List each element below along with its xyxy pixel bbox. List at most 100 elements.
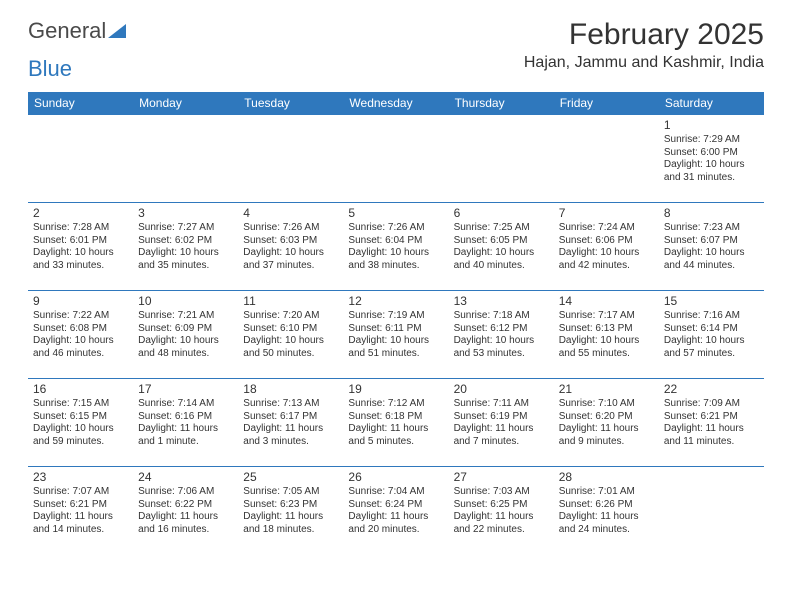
sunset-line: Sunset: 6:11 PM	[348, 323, 443, 336]
daylight-line: Daylight: 10 hours and 40 minutes.	[454, 247, 549, 272]
sunrise-line: Sunrise: 7:22 AM	[33, 310, 128, 323]
sunrise-line: Sunrise: 7:18 AM	[454, 310, 549, 323]
calendar-cell	[554, 115, 659, 203]
calendar-cell: 21Sunrise: 7:10 AMSunset: 6:20 PMDayligh…	[554, 379, 659, 467]
daylight-line: Daylight: 11 hours and 24 minutes.	[559, 511, 654, 536]
daylight-line: Daylight: 11 hours and 9 minutes.	[559, 423, 654, 448]
day-header: Wednesday	[343, 92, 448, 115]
day-header: Friday	[554, 92, 659, 115]
daylight-line: Daylight: 10 hours and 55 minutes.	[559, 335, 654, 360]
calendar-cell: 11Sunrise: 7:20 AMSunset: 6:10 PMDayligh…	[238, 291, 343, 379]
sunset-line: Sunset: 6:00 PM	[664, 147, 759, 160]
day-number: 1	[664, 118, 759, 133]
calendar-cell: 22Sunrise: 7:09 AMSunset: 6:21 PMDayligh…	[659, 379, 764, 467]
day-number: 12	[348, 294, 443, 309]
daylight-line: Daylight: 11 hours and 18 minutes.	[243, 511, 338, 536]
sunset-line: Sunset: 6:06 PM	[559, 235, 654, 248]
day-number: 16	[33, 382, 128, 397]
sunrise-line: Sunrise: 7:16 AM	[664, 310, 759, 323]
calendar-cell: 20Sunrise: 7:11 AMSunset: 6:19 PMDayligh…	[449, 379, 554, 467]
day-number: 8	[664, 206, 759, 221]
sunrise-line: Sunrise: 7:01 AM	[559, 486, 654, 499]
sunset-line: Sunset: 6:17 PM	[243, 411, 338, 424]
calendar-cell	[449, 115, 554, 203]
day-header: Sunday	[28, 92, 133, 115]
calendar-cell	[133, 115, 238, 203]
daylight-line: Daylight: 11 hours and 11 minutes.	[664, 423, 759, 448]
calendar-cell: 23Sunrise: 7:07 AMSunset: 6:21 PMDayligh…	[28, 467, 133, 555]
calendar-cell: 25Sunrise: 7:05 AMSunset: 6:23 PMDayligh…	[238, 467, 343, 555]
sunset-line: Sunset: 6:12 PM	[454, 323, 549, 336]
calendar-week-row: 16Sunrise: 7:15 AMSunset: 6:15 PMDayligh…	[28, 379, 764, 467]
sunrise-line: Sunrise: 7:17 AM	[559, 310, 654, 323]
calendar-cell: 18Sunrise: 7:13 AMSunset: 6:17 PMDayligh…	[238, 379, 343, 467]
calendar-cell: 15Sunrise: 7:16 AMSunset: 6:14 PMDayligh…	[659, 291, 764, 379]
calendar-cell	[659, 467, 764, 555]
sunset-line: Sunset: 6:21 PM	[664, 411, 759, 424]
title-block: February 2025 Hajan, Jammu and Kashmir, …	[524, 18, 764, 72]
location: Hajan, Jammu and Kashmir, India	[524, 54, 764, 72]
day-number: 26	[348, 470, 443, 485]
daylight-line: Daylight: 11 hours and 3 minutes.	[243, 423, 338, 448]
calendar-cell: 14Sunrise: 7:17 AMSunset: 6:13 PMDayligh…	[554, 291, 659, 379]
calendar-week-row: 23Sunrise: 7:07 AMSunset: 6:21 PMDayligh…	[28, 467, 764, 555]
calendar-table: SundayMondayTuesdayWednesdayThursdayFrid…	[28, 92, 764, 555]
day-number: 4	[243, 206, 338, 221]
sunrise-line: Sunrise: 7:05 AM	[243, 486, 338, 499]
day-header-row: SundayMondayTuesdayWednesdayThursdayFrid…	[28, 92, 764, 115]
sunrise-line: Sunrise: 7:25 AM	[454, 222, 549, 235]
sunset-line: Sunset: 6:24 PM	[348, 499, 443, 512]
calendar-cell: 13Sunrise: 7:18 AMSunset: 6:12 PMDayligh…	[449, 291, 554, 379]
daylight-line: Daylight: 11 hours and 14 minutes.	[33, 511, 128, 536]
sunset-line: Sunset: 6:10 PM	[243, 323, 338, 336]
month-title: February 2025	[524, 18, 764, 52]
daylight-line: Daylight: 10 hours and 53 minutes.	[454, 335, 549, 360]
calendar-cell: 24Sunrise: 7:06 AMSunset: 6:22 PMDayligh…	[133, 467, 238, 555]
calendar-cell: 19Sunrise: 7:12 AMSunset: 6:18 PMDayligh…	[343, 379, 448, 467]
sunset-line: Sunset: 6:13 PM	[559, 323, 654, 336]
daylight-line: Daylight: 11 hours and 1 minute.	[138, 423, 233, 448]
day-number: 11	[243, 294, 338, 309]
calendar-cell: 8Sunrise: 7:23 AMSunset: 6:07 PMDaylight…	[659, 203, 764, 291]
sunset-line: Sunset: 6:25 PM	[454, 499, 549, 512]
sunrise-line: Sunrise: 7:06 AM	[138, 486, 233, 499]
calendar-body: 1Sunrise: 7:29 AMSunset: 6:00 PMDaylight…	[28, 115, 764, 555]
day-number: 19	[348, 382, 443, 397]
calendar-cell	[238, 115, 343, 203]
calendar-week-row: 1Sunrise: 7:29 AMSunset: 6:00 PMDaylight…	[28, 115, 764, 203]
daylight-line: Daylight: 10 hours and 46 minutes.	[33, 335, 128, 360]
calendar-cell: 10Sunrise: 7:21 AMSunset: 6:09 PMDayligh…	[133, 291, 238, 379]
sunset-line: Sunset: 6:18 PM	[348, 411, 443, 424]
sunset-line: Sunset: 6:26 PM	[559, 499, 654, 512]
daylight-line: Daylight: 10 hours and 48 minutes.	[138, 335, 233, 360]
daylight-line: Daylight: 10 hours and 51 minutes.	[348, 335, 443, 360]
sunset-line: Sunset: 6:03 PM	[243, 235, 338, 248]
calendar-cell: 5Sunrise: 7:26 AMSunset: 6:04 PMDaylight…	[343, 203, 448, 291]
daylight-line: Daylight: 10 hours and 33 minutes.	[33, 247, 128, 272]
sunset-line: Sunset: 6:20 PM	[559, 411, 654, 424]
sunset-line: Sunset: 6:19 PM	[454, 411, 549, 424]
day-number: 6	[454, 206, 549, 221]
calendar-cell: 17Sunrise: 7:14 AMSunset: 6:16 PMDayligh…	[133, 379, 238, 467]
sunset-line: Sunset: 6:07 PM	[664, 235, 759, 248]
sunset-line: Sunset: 6:04 PM	[348, 235, 443, 248]
daylight-line: Daylight: 11 hours and 20 minutes.	[348, 511, 443, 536]
logo-word2: Blue	[28, 56, 72, 82]
sunrise-line: Sunrise: 7:11 AM	[454, 398, 549, 411]
sunrise-line: Sunrise: 7:04 AM	[348, 486, 443, 499]
calendar-cell: 3Sunrise: 7:27 AMSunset: 6:02 PMDaylight…	[133, 203, 238, 291]
daylight-line: Daylight: 10 hours and 31 minutes.	[664, 159, 759, 184]
daylight-line: Daylight: 10 hours and 42 minutes.	[559, 247, 654, 272]
sunrise-line: Sunrise: 7:03 AM	[454, 486, 549, 499]
day-number: 3	[138, 206, 233, 221]
sunrise-line: Sunrise: 7:29 AM	[664, 134, 759, 147]
calendar-week-row: 9Sunrise: 7:22 AMSunset: 6:08 PMDaylight…	[28, 291, 764, 379]
sunrise-line: Sunrise: 7:19 AM	[348, 310, 443, 323]
sunset-line: Sunset: 6:21 PM	[33, 499, 128, 512]
daylight-line: Daylight: 11 hours and 5 minutes.	[348, 423, 443, 448]
calendar-cell: 7Sunrise: 7:24 AMSunset: 6:06 PMDaylight…	[554, 203, 659, 291]
calendar-cell: 1Sunrise: 7:29 AMSunset: 6:00 PMDaylight…	[659, 115, 764, 203]
day-number: 7	[559, 206, 654, 221]
day-number: 17	[138, 382, 233, 397]
calendar-head: SundayMondayTuesdayWednesdayThursdayFrid…	[28, 92, 764, 115]
